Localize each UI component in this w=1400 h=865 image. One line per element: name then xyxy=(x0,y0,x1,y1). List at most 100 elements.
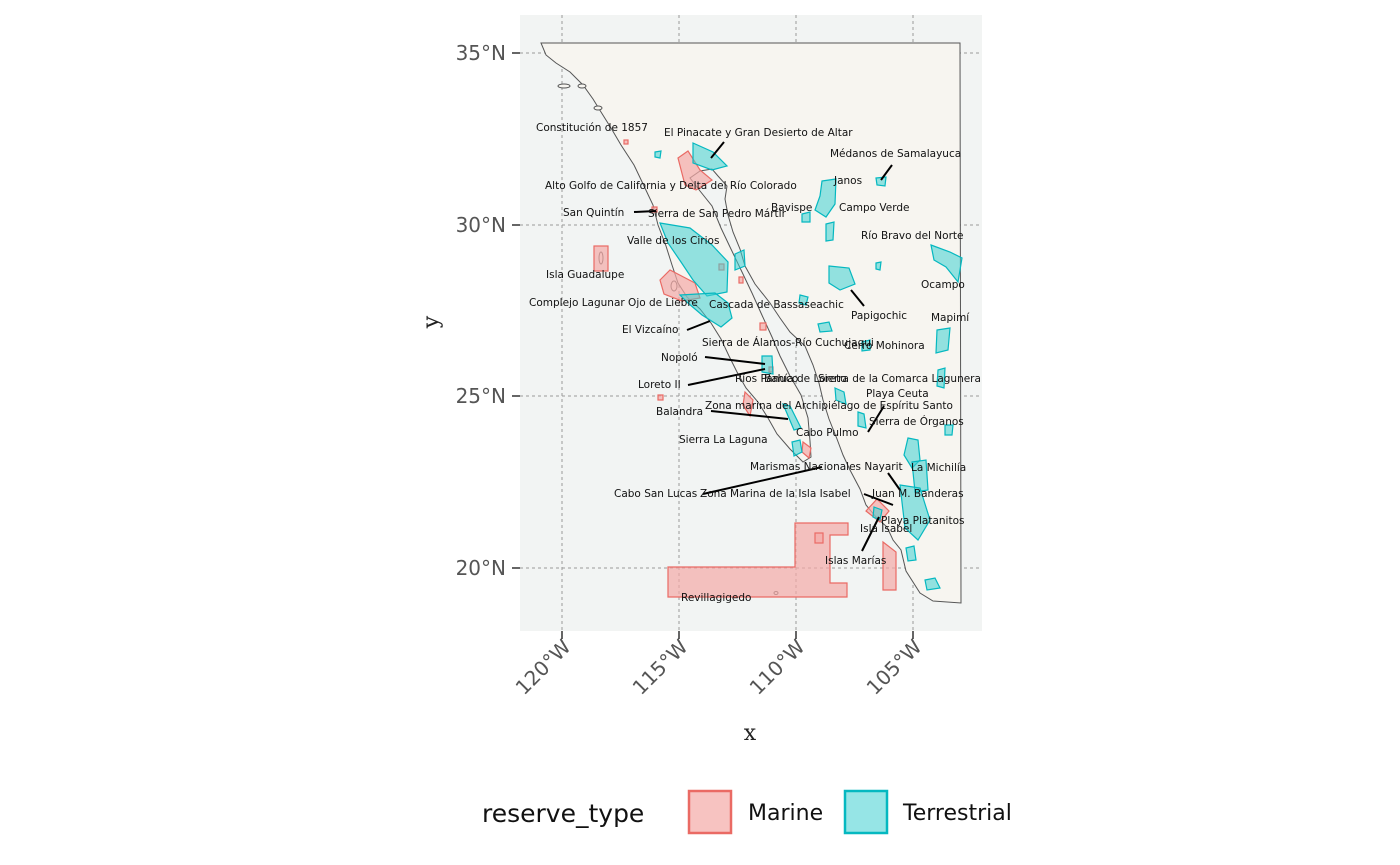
reserve-coast-1 xyxy=(761,355,774,375)
label-playa-ceuta: Playa Ceuta xyxy=(866,388,929,400)
reserve-islas-marias xyxy=(882,540,897,591)
legend-key-terrestrial xyxy=(843,789,889,835)
leader-marismas xyxy=(887,472,901,491)
reserve-constitucion xyxy=(623,139,629,145)
label-la-michilia: La Michilía xyxy=(911,462,966,474)
label-janos: Janos xyxy=(833,175,862,187)
y-axis-title: y xyxy=(419,315,444,329)
leader-balandra xyxy=(710,410,789,420)
reserve-revillagigedo-inner xyxy=(814,532,824,544)
label-rio-bravo: Río Bravo del Norte xyxy=(861,230,963,242)
leader-loreto xyxy=(687,368,766,386)
label-cabo-pulmo: Cabo Pulmo xyxy=(796,427,859,439)
reserve-campo-verde xyxy=(825,221,835,242)
label-loreto: Loreto II xyxy=(638,379,681,391)
leader-cabo-san-lucas xyxy=(702,466,823,495)
leader-pinacate xyxy=(710,141,725,159)
place-labels: Constitución de 1857 El Pinacate y Gran … xyxy=(529,122,981,604)
reserve-bavispe xyxy=(814,178,837,218)
reserve-small-3 xyxy=(657,394,664,401)
leader-samalayuca xyxy=(880,164,893,181)
reserve-el-pinacate xyxy=(692,142,729,171)
label-revillagigedo: Revillagigedo xyxy=(681,592,751,604)
leader-islas-marias xyxy=(861,516,880,552)
x-tick-115: 115°W xyxy=(628,634,693,699)
label-sierra-alamos: Sierra de Álamos-Río Cuchujaqui xyxy=(702,336,874,349)
label-bavispe: Bavispe xyxy=(771,202,812,214)
leader-san-quintin xyxy=(633,210,657,213)
reserve-coast-3 xyxy=(834,387,847,405)
reserve-la-michilia xyxy=(911,459,929,493)
label-sierra-organos: Sierra de Órganos xyxy=(869,415,964,428)
legend-key-marine xyxy=(687,789,733,835)
reserve-small-t2 xyxy=(801,211,811,223)
label-el-pinacate: El Pinacate y Gran Desierto de Altar xyxy=(664,127,853,139)
reserve-coast-4 xyxy=(857,411,867,429)
reserve-small-2 xyxy=(759,322,767,331)
reserve-rio-bravo xyxy=(875,261,882,271)
reserve-coast-2 xyxy=(781,403,802,431)
island xyxy=(577,83,587,89)
label-constitucion: Constitución de 1857 xyxy=(536,122,648,134)
label-sierra-la-laguna: Sierra La Laguna xyxy=(679,434,768,446)
leader-isla-isabel xyxy=(863,493,894,506)
reserve-cabo-pulmo xyxy=(801,440,812,460)
label-comarca-lagunera: Sierra de la Comarca Lagunera xyxy=(818,373,981,385)
y-tick-35: 35°N xyxy=(456,41,506,65)
label-leaders xyxy=(633,141,901,552)
x-axis-title: x xyxy=(744,721,757,746)
leader-nopolo xyxy=(704,356,766,365)
label-sierra-san-pedro: Sierra de San Pedro Mártir xyxy=(648,208,787,220)
island xyxy=(557,83,571,89)
y-axis: 35°N 30°N 25°N 20°N xyxy=(456,41,520,580)
reserve-comarca-lagunera xyxy=(936,367,946,389)
leader-playa-ceuta xyxy=(867,405,885,433)
label-isla-isabel: Isla Isabel xyxy=(860,523,912,535)
y-tick-20: 20°N xyxy=(456,556,506,580)
reserve-el-vizcaino xyxy=(678,292,733,328)
x-tick-120: 120°W xyxy=(511,634,576,699)
reserve-small-1 xyxy=(738,276,744,284)
x-tick-110: 110°W xyxy=(745,634,810,699)
reserve-cascada-bassaseachic xyxy=(734,249,746,271)
legend-label-marine: Marine xyxy=(748,801,823,826)
label-isla-guadalupe: Isla Guadalupe xyxy=(546,269,624,281)
label-espiritu-santo: Zona marina del Archipiélago de Espíritu… xyxy=(705,400,953,412)
label-islas-marias: Islas Marías xyxy=(825,555,886,567)
label-nopolo: Nopoló xyxy=(661,352,698,364)
reserve-playa-platanitos xyxy=(872,506,883,521)
y-tick-30: 30°N xyxy=(456,213,506,237)
reserve-coast-5 xyxy=(924,577,941,591)
label-bassaseachic: Cascada de Bassaseachic xyxy=(709,299,844,311)
label-campo-verde: Campo Verde xyxy=(839,202,910,214)
reserve-sierra-laguna xyxy=(791,439,803,457)
label-balandra: Balandra xyxy=(656,406,703,418)
label-samalayuca: Médanos de Samalayuca xyxy=(830,148,961,160)
reserve-small-t4 xyxy=(798,294,809,306)
label-marismas: Marismas Nacionales Nayarit xyxy=(750,461,903,473)
label-mapimi: Mapimí xyxy=(931,312,970,324)
reserve-papigochic xyxy=(828,265,856,291)
leader-vizcaino xyxy=(686,320,711,331)
label-papigochic: Papigochic xyxy=(851,310,907,322)
label-valle-cirios: Valle de los Cirios xyxy=(627,235,719,247)
label-cerro-mohinora: Cerro Mohinora xyxy=(844,340,925,352)
legend-label-terrestrial: Terrestrial xyxy=(902,801,1012,826)
reserve-ocampo xyxy=(930,244,963,284)
label-san-quintin: San Quintín xyxy=(563,207,624,219)
y-tick-25: 25°N xyxy=(456,384,506,408)
label-ojo-de-liebre: Complejo Lagunar Ojo de Liebre xyxy=(529,297,698,309)
legend-title: reserve_type xyxy=(482,799,644,828)
reserve-coast-6 xyxy=(905,545,917,562)
x-axis: 120°W 115°W 110°W 105°W xyxy=(511,631,927,700)
label-cabo-san-lucas: Cabo San Lucas xyxy=(614,488,697,500)
reserve-small-t3 xyxy=(944,424,954,436)
reserve-cerro-mohinora xyxy=(861,339,871,352)
label-bahia-loreto: Bahía de Loreto xyxy=(764,373,847,385)
label-alto-golfo: Alto Golfo de California y Delta del Río… xyxy=(545,180,797,192)
terrestrial-reserves xyxy=(654,142,963,591)
marine-reserves xyxy=(593,139,897,598)
island xyxy=(593,105,603,111)
reserve-isla-guadalupe xyxy=(593,245,609,272)
